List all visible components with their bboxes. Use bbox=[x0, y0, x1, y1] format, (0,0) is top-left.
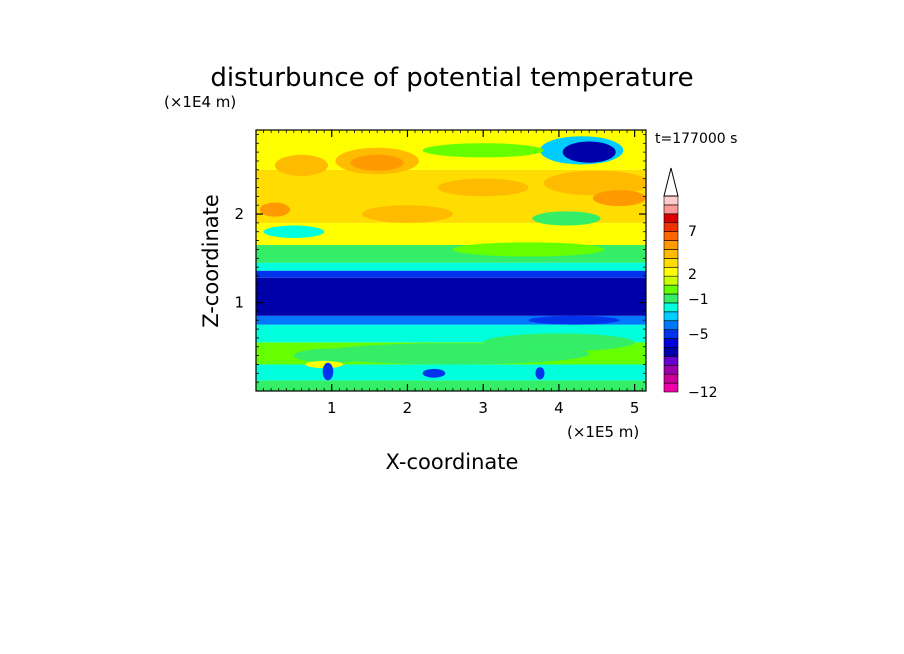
colorbar-swatch--3 bbox=[663, 302, 679, 313]
field-contour-17 bbox=[305, 360, 344, 368]
colorbar-swatch--8 bbox=[663, 347, 679, 357]
field-band-4 bbox=[256, 315, 646, 325]
colorbar-swatch-1 bbox=[663, 266, 679, 277]
field-contour-7 bbox=[362, 205, 453, 223]
colorbar-swatch--4 bbox=[663, 311, 679, 322]
y-tick-label-1: 1 bbox=[234, 294, 244, 312]
field-contour-3 bbox=[543, 170, 646, 196]
field-band-1 bbox=[256, 364, 646, 381]
colorbar-swatch--9 bbox=[663, 356, 679, 366]
colorbar-label-minus12: −12 bbox=[688, 385, 718, 401]
field-contour-13 bbox=[452, 242, 605, 257]
y-axis-ticks: 12 bbox=[234, 134, 646, 383]
x-axis-ticks: 1 2 3 4 5 bbox=[263, 130, 643, 417]
colorbar-swatch--1 bbox=[663, 284, 679, 295]
colorbar-swatch-8 bbox=[663, 204, 679, 215]
colorbar-swatch-5 bbox=[663, 231, 679, 241]
colorbar-swatch-9 bbox=[663, 195, 679, 206]
colorbar bbox=[663, 167, 679, 393]
colorbar-swatch-3 bbox=[663, 249, 679, 259]
field-contour-5 bbox=[437, 178, 529, 197]
plot-area bbox=[256, 130, 646, 391]
x-unit-label: (×1E5 m) bbox=[567, 423, 639, 441]
colorbar-swatch-0 bbox=[663, 275, 679, 286]
x-tick-label-1: 1 bbox=[327, 399, 337, 417]
colorbar-label-2: 2 bbox=[688, 267, 697, 283]
field-contour-11 bbox=[532, 211, 601, 226]
colorbar-label-minus5: −5 bbox=[688, 327, 709, 343]
plot-frame bbox=[255, 129, 647, 392]
field-band-6 bbox=[256, 270, 646, 278]
colorbar-swatch--12 bbox=[663, 382, 679, 393]
colorbar-label-7: 7 bbox=[688, 224, 697, 240]
field-contour-18 bbox=[322, 362, 334, 381]
colorbar-swatch--11 bbox=[663, 373, 679, 384]
colorbar-swatch--6 bbox=[663, 329, 679, 339]
field-contour-10 bbox=[422, 143, 544, 158]
colorbar-swatch--5 bbox=[663, 320, 679, 330]
colorbar-swatch-6 bbox=[663, 222, 679, 232]
field-contour-21 bbox=[528, 315, 620, 325]
colorbar-swatch-4 bbox=[663, 240, 679, 250]
x-tick-label-3: 3 bbox=[478, 399, 488, 417]
y-tick-label-2: 2 bbox=[234, 205, 244, 223]
time-label: t=177000 s bbox=[655, 131, 737, 147]
x-axis-label: X-coordinate bbox=[386, 450, 519, 474]
x-tick-label-2: 2 bbox=[403, 399, 413, 417]
field-contour-2 bbox=[274, 154, 328, 177]
field-contour-9 bbox=[562, 141, 616, 163]
chart-title: disturbunce of potential temperature bbox=[210, 63, 693, 93]
field-contour-12 bbox=[263, 225, 325, 238]
y-unit-label: (×1E4 m) bbox=[164, 93, 236, 111]
field-band-7 bbox=[256, 262, 646, 271]
colorbar-swatch--2 bbox=[663, 293, 679, 304]
field-band-9 bbox=[256, 222, 646, 246]
x-tick-label-4: 4 bbox=[554, 399, 564, 417]
colorbar-labels: 7 2 −1 −5 −12 bbox=[688, 224, 718, 401]
y-axis-label: Z-coordinate bbox=[199, 194, 223, 328]
field-contour-1 bbox=[350, 154, 404, 171]
colorbar-swatch--10 bbox=[663, 364, 679, 375]
field-contour-4 bbox=[592, 190, 646, 207]
colorbar-swatch-2 bbox=[663, 258, 679, 268]
colorbar-swatch-7 bbox=[663, 213, 679, 224]
field-contour-19 bbox=[422, 368, 446, 378]
field-contour-6 bbox=[259, 202, 291, 217]
field-band-5 bbox=[256, 277, 646, 316]
field-contour-16 bbox=[293, 348, 370, 363]
colorbar-swatch--7 bbox=[663, 338, 679, 348]
field-contour-20 bbox=[535, 367, 545, 380]
x-tick-label-5: 5 bbox=[630, 399, 640, 417]
field-contour-15 bbox=[483, 333, 635, 352]
colorbar-label-minus1: −1 bbox=[688, 292, 709, 308]
field-band-0 bbox=[256, 380, 646, 391]
colorbar-extend-arrow bbox=[663, 167, 679, 197]
